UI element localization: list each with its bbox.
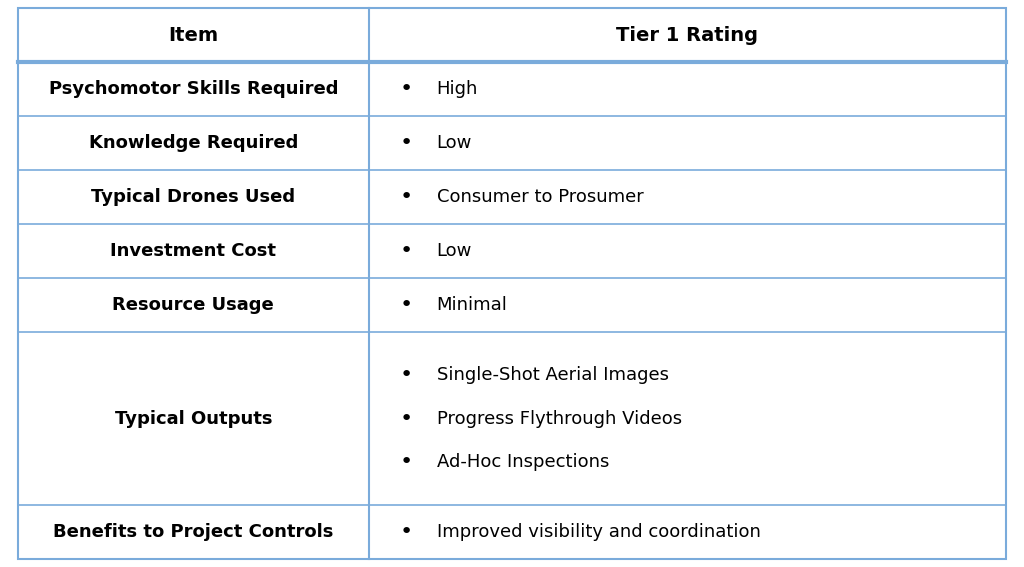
Text: Low: Low (437, 242, 472, 260)
Text: Psychomotor Skills Required: Psychomotor Skills Required (48, 80, 338, 98)
Text: •: • (400, 365, 414, 386)
Text: •: • (400, 295, 414, 315)
Text: •: • (400, 452, 414, 472)
Text: Resource Usage: Resource Usage (113, 296, 274, 314)
Text: •: • (400, 241, 414, 261)
Text: Knowledge Required: Knowledge Required (89, 134, 298, 152)
Text: Ad-Hoc Inspections: Ad-Hoc Inspections (437, 453, 609, 471)
Text: Benefits to Project Controls: Benefits to Project Controls (53, 523, 334, 541)
Text: Item: Item (168, 26, 218, 45)
Text: •: • (400, 187, 414, 207)
Text: Low: Low (437, 134, 472, 152)
Text: Minimal: Minimal (437, 296, 508, 314)
Text: Single-Shot Aerial Images: Single-Shot Aerial Images (437, 366, 669, 384)
Text: Consumer to Prosumer: Consumer to Prosumer (437, 188, 643, 206)
Text: High: High (437, 80, 478, 98)
Text: •: • (400, 79, 414, 99)
Text: Improved visibility and coordination: Improved visibility and coordination (437, 523, 761, 541)
Text: Tier 1 Rating: Tier 1 Rating (616, 26, 759, 45)
Text: Progress Flythrough Videos: Progress Flythrough Videos (437, 409, 682, 428)
Text: Typical Outputs: Typical Outputs (115, 409, 272, 428)
Text: Typical Drones Used: Typical Drones Used (91, 188, 296, 206)
Text: •: • (400, 409, 414, 429)
Text: Investment Cost: Investment Cost (111, 242, 276, 260)
Text: •: • (400, 133, 414, 153)
Text: •: • (400, 522, 414, 542)
